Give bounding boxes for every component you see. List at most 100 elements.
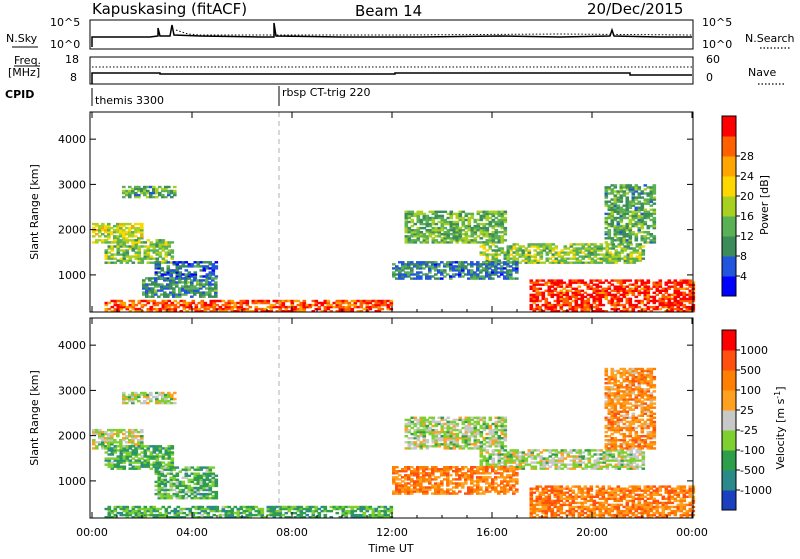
data-cell (215, 497, 219, 499)
data-cell (249, 306, 253, 308)
data-cell (650, 288, 654, 290)
data-cell (114, 451, 118, 453)
data-cell (188, 475, 192, 477)
data-cell (144, 304, 148, 306)
data-cell (599, 279, 603, 281)
data-cell (162, 461, 166, 463)
data-cell (435, 239, 439, 241)
data-cell (555, 245, 559, 247)
data-cell (440, 277, 444, 279)
data-cell (474, 435, 478, 437)
colorbar-swatch (722, 116, 736, 137)
data-cell (128, 239, 132, 241)
data-cell (650, 233, 654, 235)
data-cell (641, 279, 645, 281)
data-cell (178, 296, 182, 298)
data-cell (482, 277, 486, 279)
data-cell (642, 451, 646, 453)
data-cell (214, 283, 218, 285)
data-cell (615, 249, 619, 251)
data-cell (642, 251, 646, 253)
data-cell (157, 296, 161, 298)
data-cell (504, 213, 508, 215)
data-cell (164, 475, 168, 477)
colorbar-swatch (722, 256, 736, 277)
colorbar-tick-label: 16 (740, 210, 754, 223)
data-cell (620, 201, 624, 203)
data-cell (354, 510, 358, 512)
power-data-cells (92, 184, 695, 312)
data-cell (147, 251, 151, 253)
data-cell (653, 196, 657, 198)
data-cell (504, 449, 508, 451)
power-colorbar-label: Power [dB] (758, 175, 771, 235)
data-cell (471, 213, 475, 215)
nave-tick-bottom: 0 (706, 71, 713, 84)
data-cell (156, 457, 160, 459)
data-cell (629, 235, 633, 237)
data-cell (620, 300, 624, 302)
data-cell (150, 255, 154, 257)
data-cell (582, 258, 586, 260)
data-cell (602, 304, 606, 306)
data-cell (173, 186, 177, 188)
data-cell (683, 292, 687, 294)
data-cell (167, 186, 171, 188)
data-cell (162, 239, 166, 241)
colorbar-tick-label: 24 (740, 170, 754, 183)
data-cell (261, 508, 265, 510)
data-cell (659, 282, 663, 284)
data-cell (515, 277, 519, 279)
data-cell (167, 261, 171, 263)
data-cell (582, 455, 586, 457)
data-cell (635, 235, 639, 237)
data-cell (653, 235, 657, 237)
data-cell (528, 249, 532, 251)
data-cell (171, 251, 175, 253)
data-cell (173, 469, 177, 471)
data-cell (411, 219, 415, 221)
velocity-data-cells (92, 368, 695, 519)
data-cell (215, 265, 219, 267)
data-cell (107, 235, 111, 237)
data-cell (132, 300, 136, 302)
data-cell (92, 235, 96, 237)
data-cell (587, 300, 591, 302)
data-cell (647, 279, 651, 281)
data-cell (140, 229, 144, 231)
data-cell (175, 283, 179, 285)
data-cell (516, 449, 520, 451)
data-cell (173, 402, 177, 404)
cpid-label: CPID (5, 88, 34, 101)
data-cell (638, 186, 642, 188)
data-cell (156, 258, 160, 260)
data-cell (426, 441, 430, 443)
data-cell (674, 279, 678, 281)
data-cell (140, 435, 144, 437)
data-cell (582, 451, 586, 453)
data-cell (159, 251, 163, 253)
data-cell (324, 506, 328, 508)
data-cell (306, 514, 310, 516)
data-cell (336, 512, 340, 514)
data-cell (209, 469, 213, 471)
data-cell (653, 203, 657, 205)
data-cell (172, 289, 176, 291)
data-cell (516, 243, 520, 245)
data-cell (420, 447, 424, 449)
y-tick-label: 2000 (58, 224, 86, 237)
y-tick-label: 1000 (58, 269, 86, 282)
data-cell (105, 304, 109, 306)
nave-tick-top: 60 (706, 53, 720, 66)
data-cell (123, 466, 127, 468)
data-cell (401, 277, 405, 279)
data-cell (542, 279, 546, 281)
data-cell (653, 184, 657, 186)
data-cell (659, 279, 663, 281)
data-cell (411, 211, 415, 213)
data-cell (605, 241, 609, 243)
data-cell (390, 506, 394, 508)
data-cell (629, 207, 633, 209)
data-cell (530, 279, 534, 281)
